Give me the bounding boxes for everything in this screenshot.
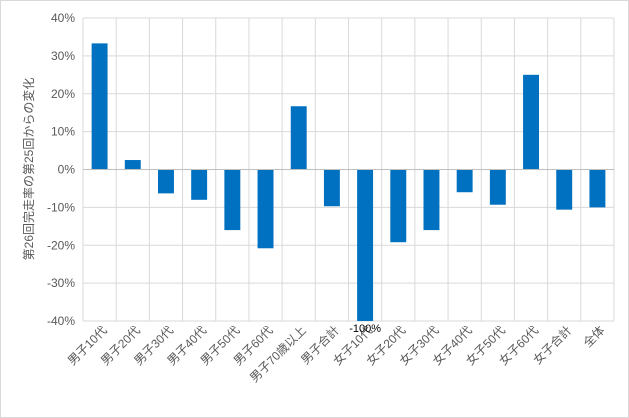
y-axis-title: 第26回完走率の第25回からの変化 bbox=[21, 78, 36, 261]
bar bbox=[158, 169, 174, 194]
bar bbox=[357, 169, 374, 321]
data-labels: -100% bbox=[349, 323, 381, 335]
x-tick-label: 全体 bbox=[580, 323, 608, 351]
bar bbox=[556, 169, 573, 210]
bars bbox=[91, 43, 606, 321]
y-tick-label: 20% bbox=[51, 87, 75, 101]
bar bbox=[589, 169, 606, 208]
y-tick-label: -40% bbox=[47, 314, 75, 328]
bar bbox=[91, 43, 108, 170]
bar bbox=[489, 169, 506, 205]
bar bbox=[290, 106, 307, 170]
y-tick-label: -20% bbox=[47, 238, 75, 252]
bar bbox=[224, 169, 241, 231]
bar bbox=[124, 160, 141, 170]
bar bbox=[523, 74, 539, 170]
bar bbox=[390, 169, 407, 243]
y-tick-label: 30% bbox=[51, 49, 75, 63]
y-tick-label: 0% bbox=[58, 163, 76, 177]
bar bbox=[191, 169, 208, 200]
y-tick-label: -30% bbox=[47, 276, 75, 290]
data-label: -100% bbox=[349, 323, 381, 335]
bar bbox=[323, 169, 340, 207]
bar bbox=[456, 169, 473, 193]
x-tick-labels: 男子10代男子20代男子30代男子40代男子50代男子60代男子70歳以上男子合… bbox=[65, 323, 608, 385]
y-tick-label: -10% bbox=[47, 200, 75, 214]
y-tick-labels: -40% -30% -20% -10% 0% 10% 20% 30% 40% bbox=[47, 11, 75, 328]
bar bbox=[257, 169, 274, 249]
bar bbox=[423, 169, 440, 231]
y-tick-label: 10% bbox=[51, 125, 75, 139]
y-tick-label: 40% bbox=[51, 11, 75, 25]
